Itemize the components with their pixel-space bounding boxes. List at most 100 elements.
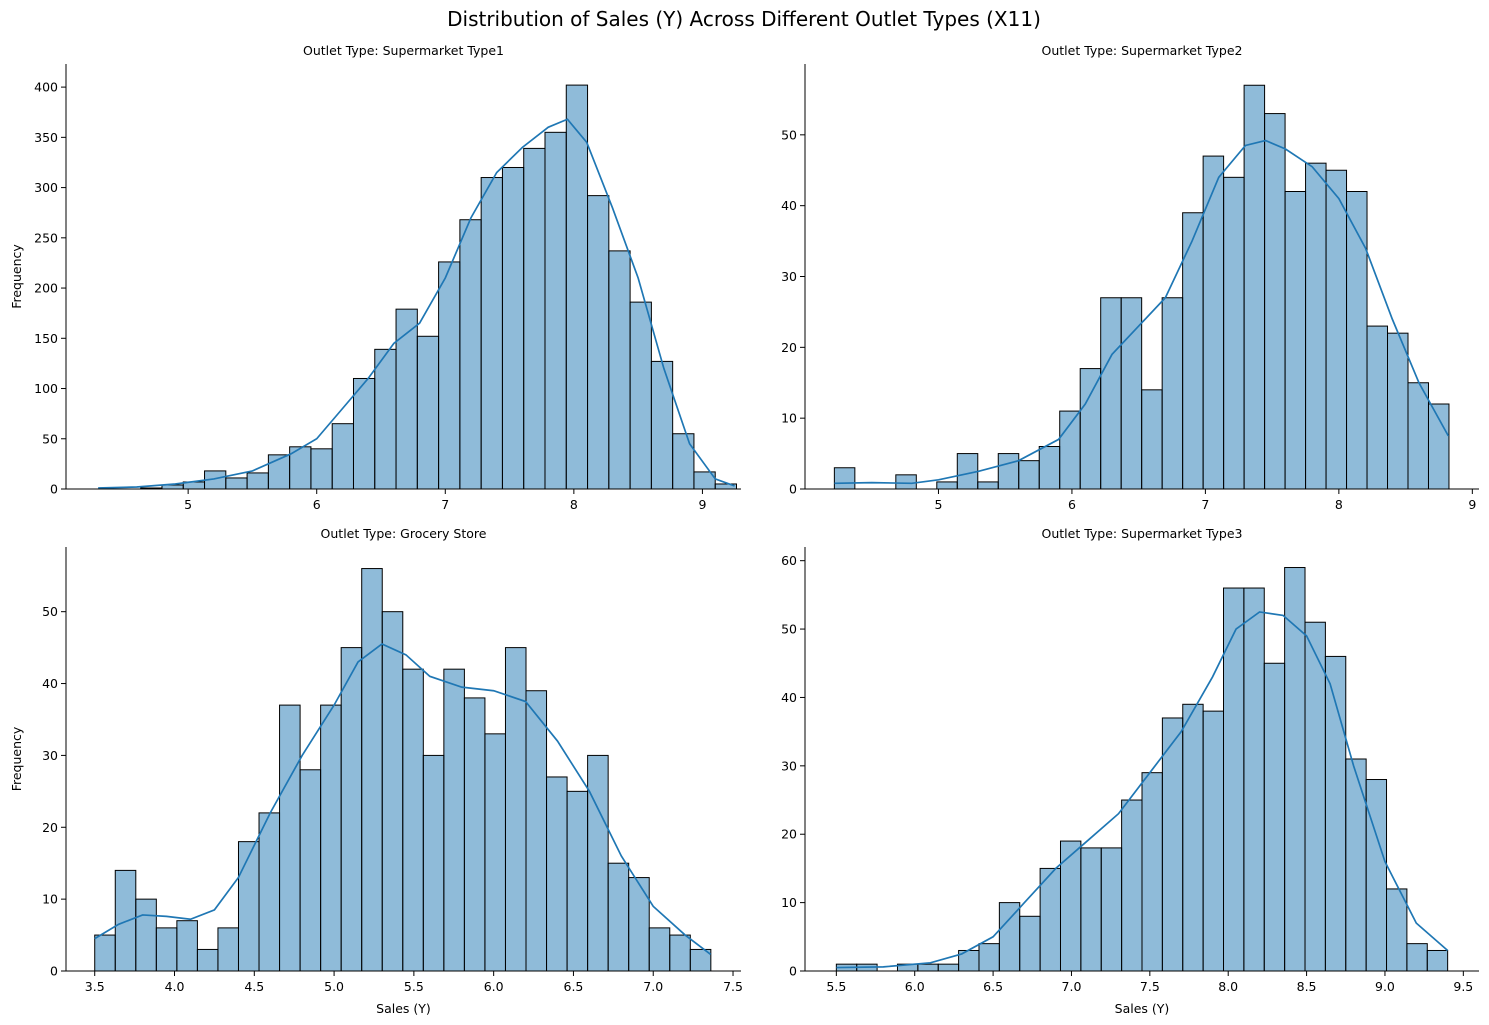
- histogram-bar: [895, 474, 917, 490]
- x-tick-label: 5: [184, 497, 192, 512]
- panel-supermarket-type2: 5 6 7 8 9 0 10 20 30 40 50 Outlet Type: Supermarket…: [781, 43, 1479, 512]
- x-tick-label: 5: [934, 497, 942, 512]
- histogram-bar: [1161, 717, 1184, 972]
- x-tick-label: 7.0: [643, 979, 663, 994]
- x-tick-label: 6.5: [983, 979, 1003, 994]
- panel-supermarket-type3: 5.5 6.0 6.5 7.0 7.5 8.0 8.5 9.0 9.5 0 10 20 30 40 50 60…: [781, 526, 1479, 1016]
- histogram-bar: [650, 360, 674, 490]
- panel-grocery-store: 3.5 4.0 4.5 5.0 5.5 6.0 6.5 7.0 7.5 0 10 20 30 40 50 Ou…: [9, 526, 743, 1016]
- histogram-bar: [1264, 113, 1286, 490]
- histogram-bar: [1386, 888, 1408, 972]
- histogram-bar: [544, 131, 567, 490]
- y-tick-label: 40: [781, 690, 797, 705]
- panel-title: Outlet Type: Supermarket Type1: [303, 43, 504, 58]
- histogram-bar: [1365, 779, 1388, 972]
- histogram-bar: [1243, 587, 1265, 972]
- x-tick-label: 8.5: [1297, 979, 1317, 994]
- histogram-bar: [361, 568, 383, 972]
- y-tick-label: 150: [34, 331, 58, 346]
- y-tick-label: 100: [34, 381, 58, 396]
- histogram-bar: [607, 862, 630, 972]
- y-tick-label: 20: [42, 820, 58, 835]
- histogram-bar: [1325, 169, 1348, 490]
- histogram-bar: [998, 902, 1021, 972]
- kde-line: [836, 611, 1449, 969]
- histogram-bar: [1305, 162, 1327, 490]
- y-tick-label: 0: [50, 482, 58, 497]
- histogram-bar: [438, 261, 461, 490]
- histogram-bar: [525, 690, 548, 972]
- histogram-bar: [608, 250, 631, 490]
- x-axis-label: Sales (Y): [376, 1001, 431, 1016]
- histogram-bar: [135, 898, 157, 972]
- x-tick-label: 9.0: [1375, 979, 1395, 994]
- y-tick-label: 400: [34, 80, 58, 95]
- x-tick-label: 9: [1468, 497, 1476, 512]
- y-tick-label: 30: [781, 758, 797, 773]
- y-tick-label: 10: [781, 411, 797, 426]
- y-tick-label: 0: [789, 964, 797, 979]
- kde-line: [94, 643, 712, 956]
- histogram-bar: [587, 195, 610, 490]
- kde-line: [834, 139, 1450, 485]
- histogram-bar: [1161, 297, 1184, 490]
- y-tick-label: 0: [50, 964, 58, 979]
- y-tick-label: 30: [42, 748, 58, 763]
- histogram-bar: [1182, 703, 1204, 972]
- histogram-bar: [977, 481, 999, 490]
- x-tick-label: 7: [441, 497, 449, 512]
- x-tick-label: 4.0: [165, 979, 185, 994]
- histogram-bar: [246, 472, 269, 490]
- histogram-bar: [1366, 325, 1389, 490]
- histogram-bar: [463, 697, 486, 972]
- histogram-bar: [1223, 176, 1245, 490]
- histogram-bar: [331, 423, 354, 490]
- histogram-bar: [1304, 621, 1326, 972]
- histogram-bar: [217, 927, 239, 972]
- y-tick-label: 40: [42, 676, 58, 691]
- histogram-bar: [1426, 949, 1449, 972]
- histogram-bar: [94, 934, 116, 972]
- y-axis-label: Frequency: [9, 244, 24, 309]
- histogram-bar: [1202, 710, 1225, 972]
- x-tick-label: 7.0: [1062, 979, 1082, 994]
- histogram-bar: [1141, 772, 1163, 972]
- x-tick-label: 5.5: [826, 979, 846, 994]
- histogram-bar: [1223, 587, 1245, 972]
- x-tick-label: 6: [313, 497, 321, 512]
- y-tick-label: 50: [42, 604, 58, 619]
- y-tick-label: 300: [34, 180, 58, 195]
- x-tick-label: 6.0: [484, 979, 504, 994]
- x-tick-label: 6.5: [564, 979, 584, 994]
- y-tick-label: 20: [781, 827, 797, 842]
- histogram-bar: [523, 147, 546, 490]
- histogram-bar: [587, 754, 609, 972]
- histogram-bar: [1406, 943, 1428, 972]
- x-tick-label: 6.0: [905, 979, 925, 994]
- y-tick-label: 350: [34, 130, 58, 145]
- histogram-bar: [459, 219, 482, 490]
- y-axis-label: Frequency: [9, 726, 24, 791]
- histogram-bar: [1100, 847, 1123, 972]
- y-tick-label: 50: [781, 622, 797, 637]
- histogram-bar: [546, 776, 568, 972]
- histogram-bar: [917, 963, 939, 972]
- histogram-bar: [176, 920, 198, 972]
- histogram-bar: [1387, 332, 1409, 490]
- histogram-bar: [628, 877, 650, 972]
- y-tick-label: 250: [34, 230, 58, 245]
- y-tick-label: 10: [781, 895, 797, 910]
- histogram-bar: [565, 84, 589, 490]
- histogram-bar: [1121, 799, 1143, 972]
- x-tick-label: 7.5: [1140, 979, 1160, 994]
- x-tick-label: 7: [1201, 497, 1209, 512]
- histogram-bar: [374, 348, 397, 490]
- histogram-bar: [225, 477, 248, 490]
- histogram-bar: [395, 308, 418, 490]
- x-tick-label: 8.0: [1218, 979, 1238, 994]
- y-tick-label: 60: [781, 553, 797, 568]
- histogram-bar: [978, 943, 1000, 972]
- histogram-bar: [1427, 403, 1450, 490]
- histogram-bar: [1100, 297, 1122, 490]
- x-tick-label: 5.0: [324, 979, 344, 994]
